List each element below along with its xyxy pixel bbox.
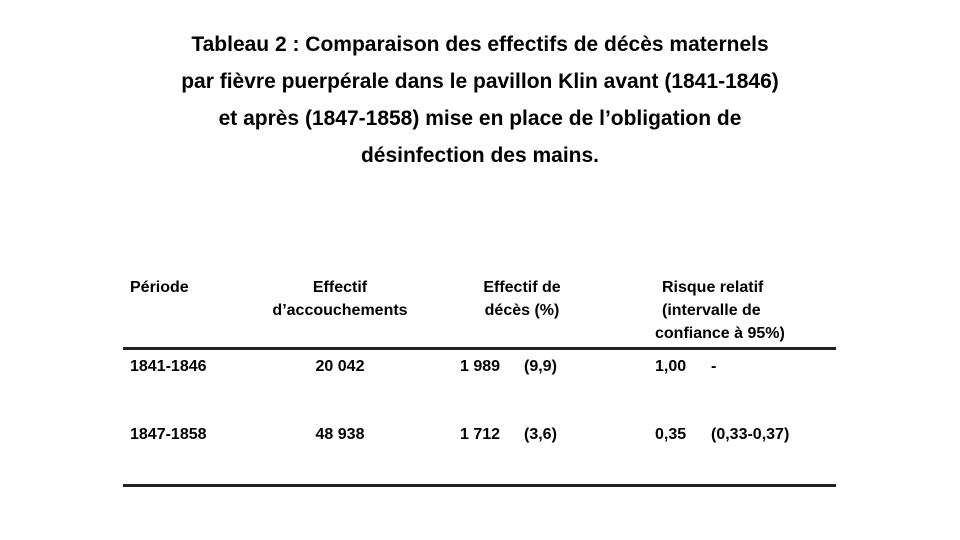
header-risk-line: (intervalle de — [662, 302, 761, 319]
row-ci: (0,33-0,37) — [711, 426, 790, 443]
header-period: Période — [130, 279, 189, 296]
title-line: par fièvre puerpérale dans le pavillon K… — [181, 70, 779, 93]
header-rule — [123, 347, 836, 350]
header-risk-line: Risque relatif — [662, 279, 764, 296]
header-risk-line: confiance à 95%) — [655, 325, 785, 342]
header-deliveries-line: Effectif — [312, 279, 368, 296]
header-deaths-line: Effectif de — [483, 279, 561, 296]
row-risk: 0,35 — [655, 426, 687, 443]
header-deaths: Effectif de décès (%) — [462, 276, 582, 322]
row-deliveries: 48 938 — [315, 426, 365, 443]
row-deaths-count: 1 712 — [460, 426, 501, 443]
bottom-rule — [123, 484, 836, 487]
row-deaths-pct: (9,9) — [524, 358, 557, 375]
row-deaths-pct: (3,6) — [524, 426, 557, 443]
header-deliveries: Effectif d’accouchements — [255, 276, 425, 322]
row-period: 1847-1858 — [130, 426, 207, 443]
row-ci: - — [711, 358, 717, 375]
table-title: Tableau 2 : Comparaison des effectifs de… — [80, 26, 880, 174]
title-line: désinfection des mains. — [360, 144, 600, 167]
row-deaths-count: 1 989 — [460, 358, 501, 375]
row-risk: 1,00 — [655, 358, 687, 375]
row-deliveries: 20 042 — [315, 358, 365, 375]
title-line: Tableau 2 : Comparaison des effectifs de… — [191, 33, 769, 56]
header-risk: Risque relatif (intervalle de confiance … — [655, 276, 825, 345]
header-deliveries-line: d’accouchements — [272, 302, 408, 319]
title-line: et après (1847-1858) mise en place de l’… — [218, 107, 742, 130]
row-period: 1841-1846 — [130, 358, 207, 375]
header-deaths-line: décès (%) — [484, 302, 560, 319]
